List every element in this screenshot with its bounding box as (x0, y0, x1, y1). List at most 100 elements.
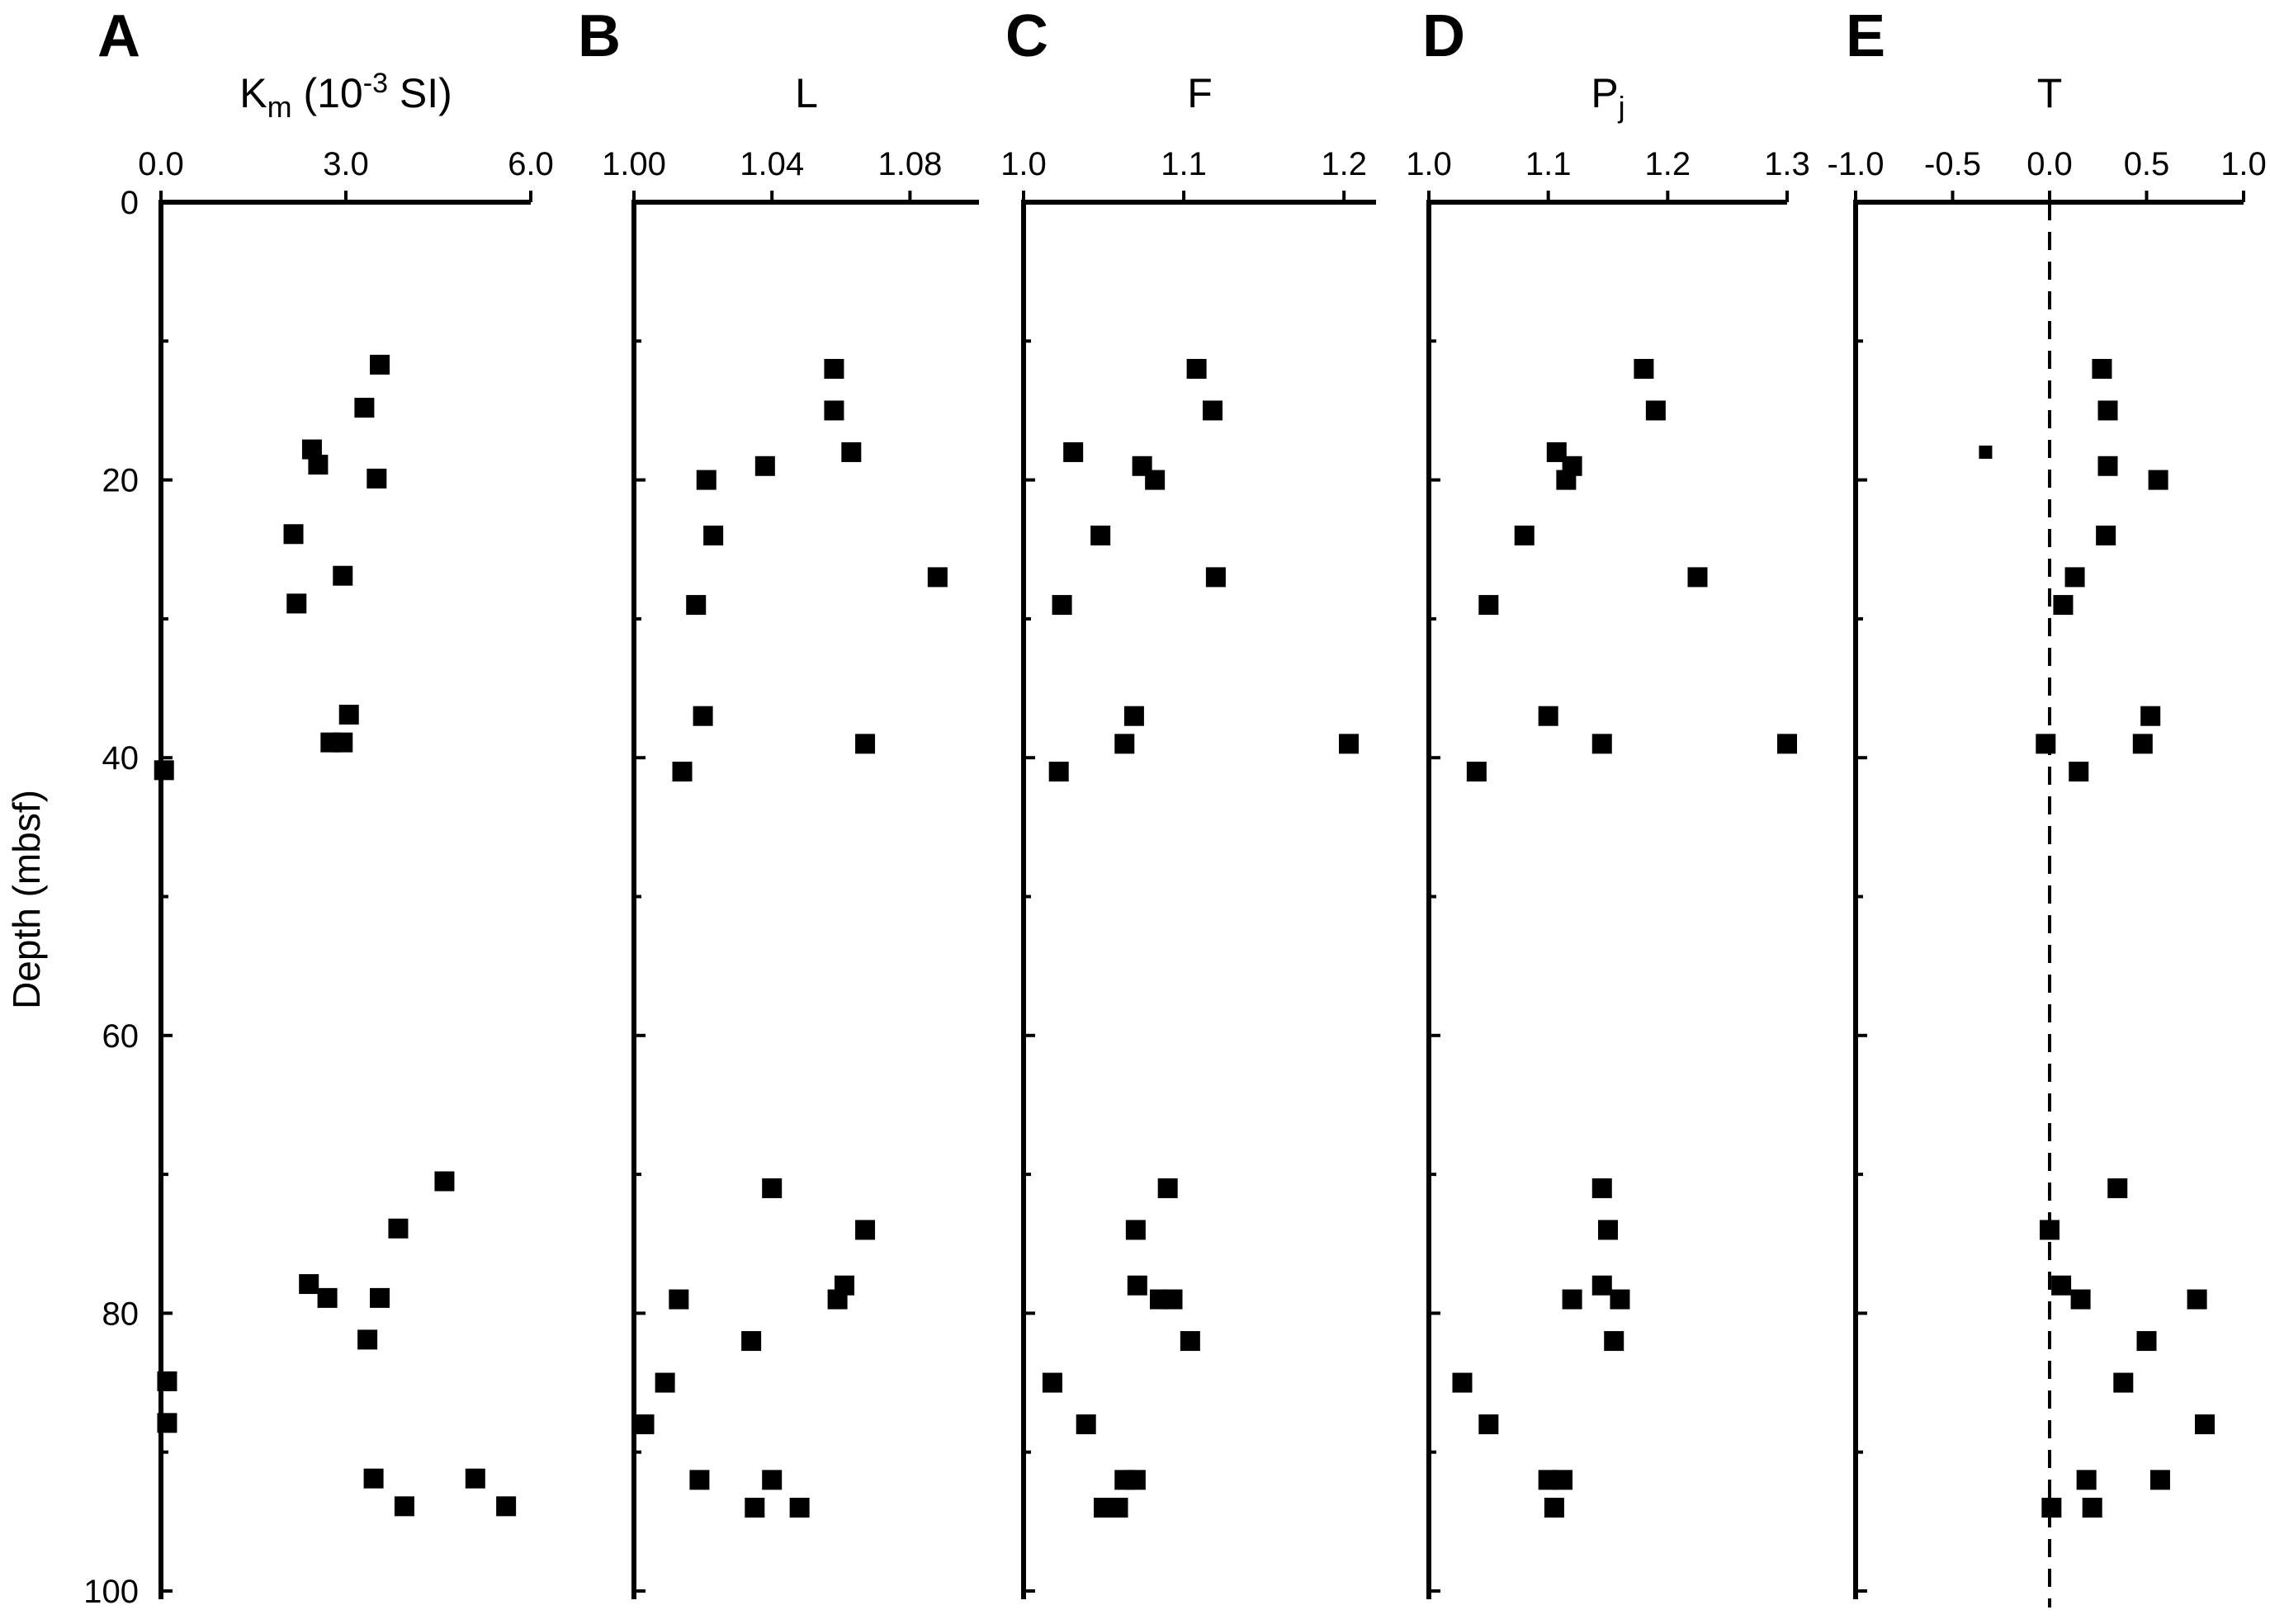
panel-b: B L 1.00 1.04 1.08 (578, 3, 979, 1599)
data-point (465, 1468, 485, 1489)
depth-tick-label: 20 (102, 463, 140, 499)
data-point (1514, 525, 1535, 545)
data-point (1591, 734, 1612, 754)
data-point (157, 1413, 177, 1433)
x-tick-label: 1.2 (1321, 146, 1367, 182)
data-point (338, 705, 359, 725)
data-point (370, 354, 390, 375)
data-point (634, 1414, 655, 1435)
data-point (693, 706, 713, 726)
data-point (2107, 1178, 2128, 1198)
data-point (1052, 595, 1072, 616)
data-point (1553, 1470, 1573, 1490)
data-point (333, 732, 353, 753)
data-point (2036, 734, 2056, 754)
data-point (354, 398, 375, 418)
data-point (672, 762, 693, 782)
data-point (696, 470, 716, 490)
panel-c: C F 1.0 1.1 1.2 (1000, 3, 1376, 1599)
data-point (1979, 445, 1993, 459)
data-point (357, 1329, 378, 1350)
x-tick-label: 6.0 (508, 146, 554, 182)
data-point (1466, 762, 1487, 782)
x-tick-label: -0.5 (1924, 146, 1981, 182)
data-point (1048, 762, 1069, 782)
data-point (299, 1274, 319, 1295)
x-tick-label: 1.08 (877, 146, 942, 182)
data-point (1591, 1275, 1612, 1296)
data-point (2070, 1289, 2091, 1310)
data-point (2082, 1498, 2102, 1518)
x-tick-label: 0.0 (138, 146, 184, 182)
data-point (363, 1468, 384, 1489)
data-point (1598, 1220, 1618, 1240)
data-point (1157, 1178, 1178, 1198)
data-point (1556, 470, 1577, 490)
panel-label: E (1846, 3, 1885, 69)
panel-label: A (97, 3, 140, 69)
data-point (154, 760, 174, 781)
data-point (754, 456, 775, 476)
data-point (2064, 567, 2085, 588)
data-point (1562, 1289, 1582, 1310)
panel-title: F (1187, 70, 1213, 116)
data-point (2076, 1470, 2097, 1490)
data-point (1186, 358, 1207, 379)
data-point (2097, 400, 2118, 421)
data-point (1591, 1178, 1612, 1198)
data-point (855, 734, 876, 754)
data-point (1478, 595, 1499, 616)
panel-title: T (2037, 70, 2063, 116)
y-axis-label: Depth (mbsf) (5, 790, 48, 1009)
data-point (762, 1178, 783, 1198)
panel-title: Pj (1591, 70, 1624, 124)
data-point (1604, 1331, 1624, 1352)
data-point (2041, 1498, 2062, 1518)
data-point (762, 1470, 783, 1490)
x-tick-label: 0.5 (2124, 146, 2170, 182)
panel-d: D Pj 1.0 1.1 1.2 1.3 (1406, 3, 1810, 1599)
data-point (1127, 1275, 1147, 1296)
data-point (1076, 1414, 1096, 1435)
x-tick-label: 1.0 (1000, 146, 1047, 182)
data-point (745, 1498, 765, 1518)
data-point (1634, 358, 1654, 379)
panel-title: L (795, 70, 818, 116)
data-point (1478, 1414, 1499, 1435)
data-point (2113, 1372, 2134, 1393)
x-tick-label: 1.0 (2220, 146, 2267, 182)
data-point (2140, 706, 2161, 726)
data-point (827, 1289, 848, 1310)
data-point (824, 400, 844, 421)
data-point (2053, 595, 2074, 616)
data-point (824, 358, 844, 379)
x-tick-label: 1.0 (1406, 146, 1452, 182)
data-point (1123, 706, 1144, 726)
data-point (317, 1287, 338, 1308)
data-point (841, 441, 862, 462)
data-point (1205, 567, 1226, 588)
x-tick-label: 1.1 (1161, 146, 1207, 182)
data-point (1125, 1470, 1146, 1490)
data-point (1538, 706, 1558, 726)
data-point (283, 524, 304, 545)
data-point (1645, 400, 1666, 421)
data-point (1162, 1289, 1183, 1310)
data-point (1610, 1289, 1630, 1310)
data-point (2148, 470, 2168, 490)
data-point (2132, 734, 2153, 754)
data-point (2040, 1220, 2060, 1240)
data-point (370, 1287, 390, 1308)
x-tick-label: 3.0 (323, 146, 369, 182)
data-point (789, 1498, 810, 1518)
data-point (2097, 456, 2118, 476)
panel-label: D (1422, 3, 1465, 69)
depth-tick-label: 0 (121, 185, 139, 221)
depth-tick-label: 40 (102, 740, 140, 777)
data-point (669, 1289, 689, 1310)
data-point (855, 1220, 876, 1240)
data-point (1777, 734, 1797, 754)
data-point (1180, 1331, 1200, 1352)
